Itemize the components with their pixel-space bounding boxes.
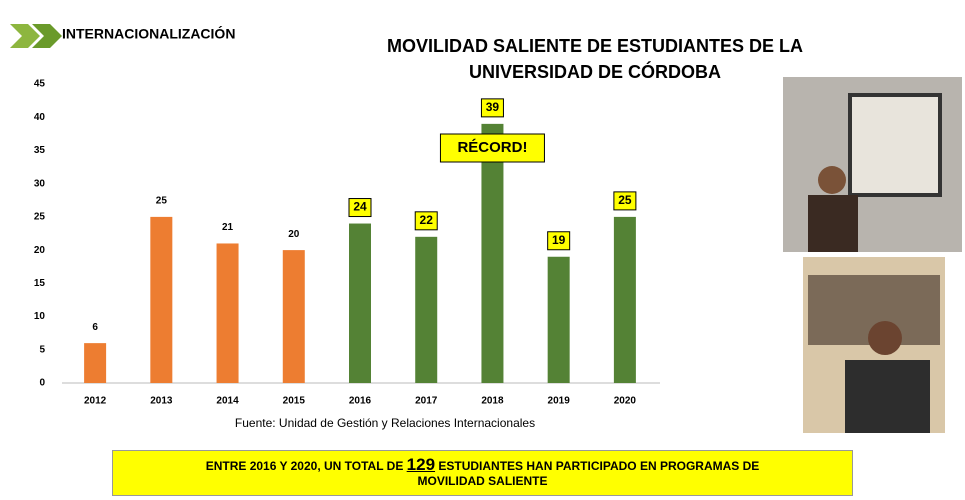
label-box: [547, 231, 571, 251]
y-tick-label: 40: [34, 112, 46, 123]
y-tick-label: 10: [34, 311, 46, 322]
chart-title: MOVILIDAD SALIENTE DE ESTUDIANTES DE LA: [387, 36, 803, 56]
annotation-box: [439, 133, 545, 163]
data-label: 24: [353, 200, 367, 214]
banner-text: ESTUDIANTES HAN PARTICIPADO EN PROGRAMAS…: [417, 459, 760, 488]
y-tick-label: 0: [39, 378, 45, 389]
data-label: 25: [618, 193, 632, 207]
x-tick-label: 2014: [216, 396, 239, 407]
y-tick-label: 15: [34, 278, 46, 289]
y-tick-label: 20: [34, 245, 46, 256]
label-box: [480, 98, 504, 118]
photo-detail: [868, 321, 902, 355]
photo-detail: [808, 195, 858, 252]
photo-detail: [848, 93, 942, 197]
label-box: [613, 191, 637, 211]
photo-detail: [818, 166, 846, 194]
banner-text: ENTRE 2016 Y 2020, UN TOTAL DE 129 ESTUD…: [173, 455, 792, 489]
banner: ENTRE 2016 Y 2020, UN TOTAL DE 129 ESTUD…: [112, 450, 853, 496]
bar: [282, 250, 305, 383]
y-tick-label: 5: [39, 344, 45, 355]
data-label: 21: [222, 222, 234, 233]
x-tick-label: 2020: [614, 396, 637, 407]
y-tick-label: 35: [34, 145, 46, 156]
label-box: [348, 198, 372, 218]
data-label: 22: [420, 213, 434, 227]
annotation: RÉCORD!: [457, 139, 527, 156]
x-tick-label: 2015: [283, 396, 306, 407]
y-tick-label: 45: [34, 79, 46, 90]
banner-total: 129: [406, 455, 436, 474]
data-label: 39: [486, 100, 500, 114]
source: Fuente: Unidad de Gestión y Relaciones I…: [235, 416, 535, 430]
bar: [481, 123, 504, 383]
bar: [415, 236, 438, 383]
x-tick-label: 2018: [481, 396, 504, 407]
x-tick-label: 2013: [150, 396, 173, 407]
bar: [84, 343, 107, 383]
chart-title: UNIVERSIDAD DE CÓRDOBA: [469, 61, 721, 82]
x-tick-label: 2016: [349, 396, 372, 407]
chevron: [10, 24, 40, 48]
label-box: [414, 211, 438, 231]
data-label: 20: [288, 229, 300, 240]
photo-detail: [845, 360, 930, 433]
y-tick-label: 30: [34, 178, 46, 189]
data-label: 19: [552, 233, 566, 247]
data-label: 25: [156, 196, 168, 207]
x-tick-label: 2017: [415, 396, 438, 407]
bar: [547, 256, 570, 383]
header: INTERNACIONALIZACIÓN: [62, 25, 235, 42]
x-tick-label: 2012: [84, 396, 107, 407]
bar: [150, 216, 173, 383]
bar: [349, 223, 371, 383]
bar: [613, 216, 636, 383]
data-label: 6: [92, 322, 98, 333]
banner-text: ENTRE 2016 Y 2020, UN TOTAL DE: [205, 459, 407, 473]
chevron: [32, 24, 62, 48]
bar: [216, 243, 239, 383]
x-tick-label: 2019: [548, 396, 571, 407]
y-tick-label: 25: [34, 212, 46, 223]
